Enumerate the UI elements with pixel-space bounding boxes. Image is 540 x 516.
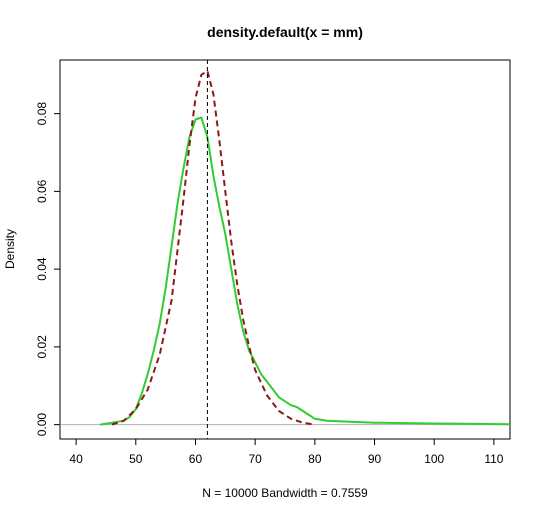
x-tick-label: 110 bbox=[484, 452, 503, 466]
x-tick-label: 90 bbox=[368, 452, 382, 466]
density-curve-solid bbox=[99, 116, 511, 426]
density-curve-dashed bbox=[111, 69, 315, 426]
x-tick-label: 70 bbox=[248, 452, 262, 466]
chart-title: density.default(x = mm) bbox=[207, 24, 363, 40]
x-tick-label: 40 bbox=[69, 452, 83, 466]
x-tick-label: 100 bbox=[424, 452, 444, 466]
y-tick-label: 0.04 bbox=[35, 257, 49, 281]
x-tick-label: 50 bbox=[129, 452, 143, 466]
x-tick-label: 60 bbox=[189, 452, 203, 466]
y-axis-label: Density bbox=[3, 229, 17, 269]
y-tick-label: 0.06 bbox=[35, 179, 49, 203]
x-axis-label: N = 10000 Bandwidth = 0.7559 bbox=[202, 486, 368, 500]
y-tick-label: 0.00 bbox=[35, 413, 49, 437]
plot-frame bbox=[59, 59, 511, 440]
y-tick-label: 0.08 bbox=[35, 102, 49, 126]
y-tick-label: 0.02 bbox=[35, 335, 49, 359]
x-tick-label: 80 bbox=[308, 452, 322, 466]
